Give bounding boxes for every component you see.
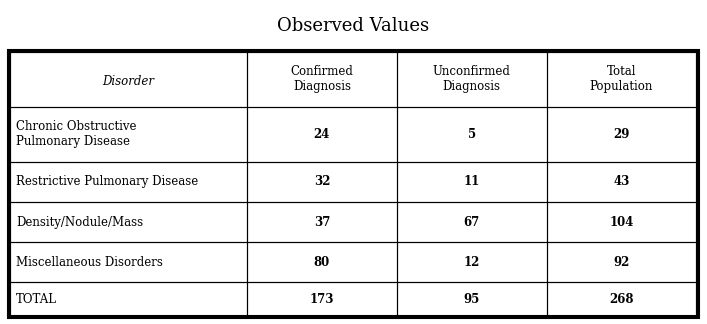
Bar <box>247 202 397 242</box>
Bar <box>10 52 247 107</box>
Bar <box>8 50 699 318</box>
Bar <box>397 282 547 316</box>
Bar <box>547 162 696 202</box>
Bar <box>547 242 696 282</box>
Text: 5: 5 <box>467 128 476 141</box>
Text: 92: 92 <box>613 256 630 269</box>
Text: Disorder: Disorder <box>103 75 155 88</box>
Text: 95: 95 <box>464 293 480 306</box>
Text: 43: 43 <box>613 175 630 188</box>
Text: 12: 12 <box>464 256 480 269</box>
Bar <box>397 107 547 162</box>
Text: 67: 67 <box>464 215 480 228</box>
Text: 37: 37 <box>314 215 330 228</box>
Text: Miscellaneous Disorders: Miscellaneous Disorders <box>16 256 163 269</box>
Bar <box>10 107 247 162</box>
Bar <box>547 52 696 107</box>
Text: 173: 173 <box>310 293 334 306</box>
Text: TOTAL: TOTAL <box>16 293 57 306</box>
Bar <box>247 52 397 107</box>
Text: Density/Nodule/Mass: Density/Nodule/Mass <box>16 215 143 228</box>
Text: 32: 32 <box>314 175 330 188</box>
Text: Total
Population: Total Population <box>590 65 653 93</box>
Bar <box>247 162 397 202</box>
Bar <box>247 107 397 162</box>
Text: 24: 24 <box>314 128 330 141</box>
Bar <box>247 282 397 316</box>
Text: Observed Values: Observed Values <box>277 17 430 35</box>
Bar <box>10 202 247 242</box>
Bar <box>247 242 397 282</box>
Bar <box>10 242 247 282</box>
Bar <box>397 242 547 282</box>
Text: Confirmed
Diagnosis: Confirmed Diagnosis <box>291 65 354 93</box>
Text: 104: 104 <box>609 215 633 228</box>
Bar <box>397 162 547 202</box>
Text: 80: 80 <box>314 256 330 269</box>
Bar <box>547 282 696 316</box>
Text: Restrictive Pulmonary Disease: Restrictive Pulmonary Disease <box>16 175 198 188</box>
Bar <box>10 162 247 202</box>
Bar <box>547 202 696 242</box>
Text: 268: 268 <box>609 293 633 306</box>
Bar <box>10 282 247 316</box>
Bar <box>10 52 697 316</box>
Bar <box>547 107 696 162</box>
Text: Unconfirmed
Diagnosis: Unconfirmed Diagnosis <box>433 65 510 93</box>
Text: Chronic Obstructive
Pulmonary Disease: Chronic Obstructive Pulmonary Disease <box>16 121 136 148</box>
Text: 11: 11 <box>464 175 480 188</box>
Bar <box>397 202 547 242</box>
Bar <box>397 52 547 107</box>
Text: 29: 29 <box>613 128 630 141</box>
